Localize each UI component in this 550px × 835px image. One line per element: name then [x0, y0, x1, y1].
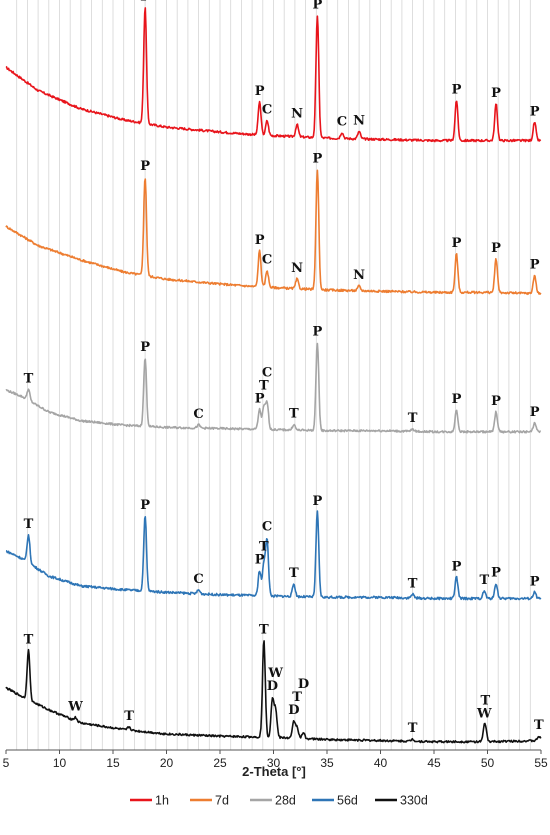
x-tick-label: 5	[3, 756, 10, 770]
peak-label: C	[337, 114, 347, 129]
x-tick-label: 35	[320, 756, 334, 770]
peak-label: T	[479, 573, 489, 588]
peak-label: P	[530, 574, 540, 589]
series-line-1h	[5, 7, 542, 143]
peak-label: N	[353, 268, 365, 283]
legend-item-7d: 7d	[190, 794, 229, 808]
legend-label: 7d	[215, 794, 229, 808]
chart-legend: 1h 7d 28d 56d 330d	[130, 794, 428, 808]
peak-label: W	[476, 707, 492, 722]
chart-grid	[16, 0, 531, 750]
peak-label: D	[267, 679, 278, 694]
peak-label: P	[452, 559, 462, 574]
peak-label: C	[193, 572, 203, 587]
peak-label: P	[140, 159, 150, 174]
peak-label: P	[530, 257, 540, 272]
peak-label: T	[408, 721, 418, 736]
peak-label: P	[530, 104, 540, 119]
peak-label: P	[255, 552, 265, 567]
peak-label: T	[408, 576, 418, 591]
legend-item-56d: 56d	[312, 794, 358, 808]
peak-label: P	[255, 391, 265, 406]
peak-label: W	[67, 700, 83, 715]
chart-series	[5, 7, 542, 744]
peak-label: P	[255, 84, 265, 99]
x-tick-label: 45	[427, 756, 441, 770]
x-tick-label: 30	[267, 756, 281, 770]
peak-label: P	[140, 498, 150, 513]
peak-label: T	[24, 371, 34, 386]
peak-label: T	[408, 411, 418, 426]
x-tick-label: 25	[213, 756, 227, 770]
peak-label: T	[259, 622, 269, 637]
x-tick-label: 15	[106, 756, 120, 770]
peak-label: T	[259, 378, 269, 393]
peak-label: T	[24, 632, 34, 647]
peak-label: C	[262, 519, 272, 534]
peak-label: T	[24, 517, 34, 532]
peak-label: P	[491, 86, 501, 101]
legend-item-28d: 28d	[250, 794, 296, 808]
peak-label: T	[289, 566, 299, 581]
x-tick-label: 55	[534, 756, 548, 770]
legend-label: 1h	[155, 794, 169, 808]
x-tick-label: 10	[53, 756, 67, 770]
peak-label: P	[452, 392, 462, 407]
peak-label: N	[291, 107, 303, 122]
peak-label: D	[288, 703, 299, 718]
peak-label: C	[262, 252, 272, 267]
peak-label: D	[298, 677, 309, 692]
peak-label: P	[530, 405, 540, 420]
peak-label: P	[312, 494, 322, 509]
legend-label: 330d	[400, 794, 428, 808]
legend-item-330d: 330d	[375, 794, 428, 808]
peak-label: P	[452, 236, 462, 251]
peak-label: P	[491, 394, 501, 409]
peak-labels: PPCNPCNPPPPPCNPNPPPTPCPTCTPTPPPTPCPTCTPT…	[24, 0, 544, 736]
peak-label: P	[312, 325, 322, 340]
peak-label: T	[534, 718, 544, 733]
peak-label: C	[193, 407, 203, 422]
peak-label: N	[291, 261, 303, 276]
peak-label: T	[259, 539, 269, 554]
peak-label: P	[312, 0, 322, 13]
peak-label: P	[255, 233, 265, 248]
legend-label: 28d	[275, 794, 296, 808]
peak-label: C	[262, 103, 272, 118]
legend-label: 56d	[337, 794, 358, 808]
peak-label: T	[292, 690, 302, 705]
peak-label: P	[452, 82, 462, 97]
peak-label: C	[262, 365, 272, 380]
peak-label: T	[481, 694, 491, 709]
peak-label: N	[353, 114, 365, 129]
series-line-28d	[5, 342, 541, 434]
peak-label: W	[267, 666, 283, 681]
peak-label: P	[491, 566, 501, 581]
peak-label: P	[491, 241, 501, 256]
peak-label: P	[312, 152, 322, 167]
series-line-7d	[5, 169, 542, 296]
peak-label: P	[140, 0, 150, 5]
x-tick-label: 40	[374, 756, 388, 770]
x-tick-label: 20	[160, 756, 174, 770]
x-tick-label: 50	[481, 756, 495, 770]
x-axis: 5 10 15 20 25 30 35 40 45 50 55	[3, 749, 548, 770]
peak-label: T	[289, 407, 299, 422]
series-line-56d	[5, 510, 542, 601]
legend-item-1h: 1h	[130, 794, 169, 808]
series-line-330d	[5, 640, 542, 744]
peak-label: T	[124, 709, 134, 724]
x-axis-title: 2-Theta [°]	[242, 764, 306, 779]
peak-label: P	[140, 340, 150, 355]
